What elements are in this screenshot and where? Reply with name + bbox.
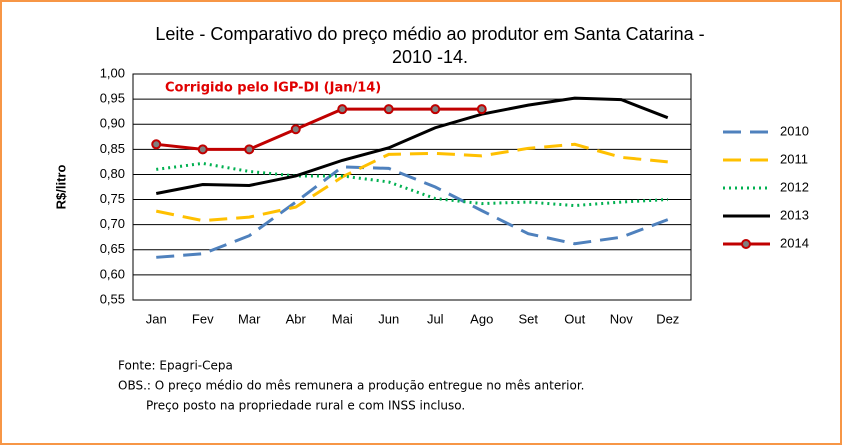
note: Preço posto na propriedade rural e com I…: [146, 399, 465, 413]
chart-title: 2010 -14.: [392, 47, 468, 67]
legend-label: 2012: [780, 179, 809, 194]
marker: [476, 104, 487, 115]
marker: [430, 104, 441, 115]
legend-label: 2013: [780, 207, 809, 222]
series-line: [155, 142, 668, 223]
note: Fonte: Epagri-Cepa: [118, 359, 233, 373]
x-tick-label: Jun: [378, 311, 399, 326]
x-tick-label: Jan: [146, 311, 167, 326]
y-tick-label: 0,70: [100, 216, 125, 231]
marker: [383, 104, 394, 115]
x-tick-label: Out: [564, 311, 585, 326]
y-tick-label: 0,90: [100, 116, 125, 131]
y-tick-label: 0,55: [100, 291, 125, 306]
x-tick-label: Nov: [610, 311, 634, 326]
x-tick-label: Mai: [332, 311, 353, 326]
y-tick-label: 0,75: [100, 191, 125, 206]
y-tick-label: 0,95: [100, 91, 125, 106]
x-tick-label: Jul: [427, 311, 444, 326]
chart-title: Leite - Comparativo do preço médio ao pr…: [155, 24, 704, 44]
marker: [151, 139, 162, 150]
y-tick-label: 0,65: [100, 241, 125, 256]
y-tick-label: 0,80: [100, 166, 125, 181]
note: OBS.: O preço médio do mês remunera a pr…: [118, 379, 584, 393]
x-tick-label: Abr: [286, 311, 307, 326]
x-tick-label: Mar: [238, 311, 261, 326]
series-line: [156, 107, 482, 151]
legend-marker: [741, 239, 751, 249]
legend-label: 2014: [780, 235, 809, 250]
series-line: [156, 161, 668, 208]
y-tick-label: 1,00: [100, 65, 125, 80]
legend-label: 2011: [780, 151, 808, 166]
x-tick-label: Dez: [656, 311, 679, 326]
plot-border: [132, 73, 692, 301]
marker: [337, 104, 348, 115]
y-tick-label: 0,85: [100, 141, 125, 156]
y-tick-label: 0,60: [100, 266, 125, 281]
annotation: Corrigido pelo IGP-DI (Jan/14): [165, 81, 381, 96]
marker: [290, 124, 301, 135]
x-tick-label: Ago: [470, 311, 493, 326]
legend-label: 2010: [780, 123, 809, 138]
marker: [244, 144, 255, 155]
y-axis-label: R$/litro: [53, 165, 68, 210]
series-line: [156, 165, 669, 259]
series-line: [155, 96, 669, 196]
x-tick-label: Set: [518, 311, 538, 326]
x-tick-label: Fev: [192, 311, 214, 326]
marker: [197, 144, 208, 155]
